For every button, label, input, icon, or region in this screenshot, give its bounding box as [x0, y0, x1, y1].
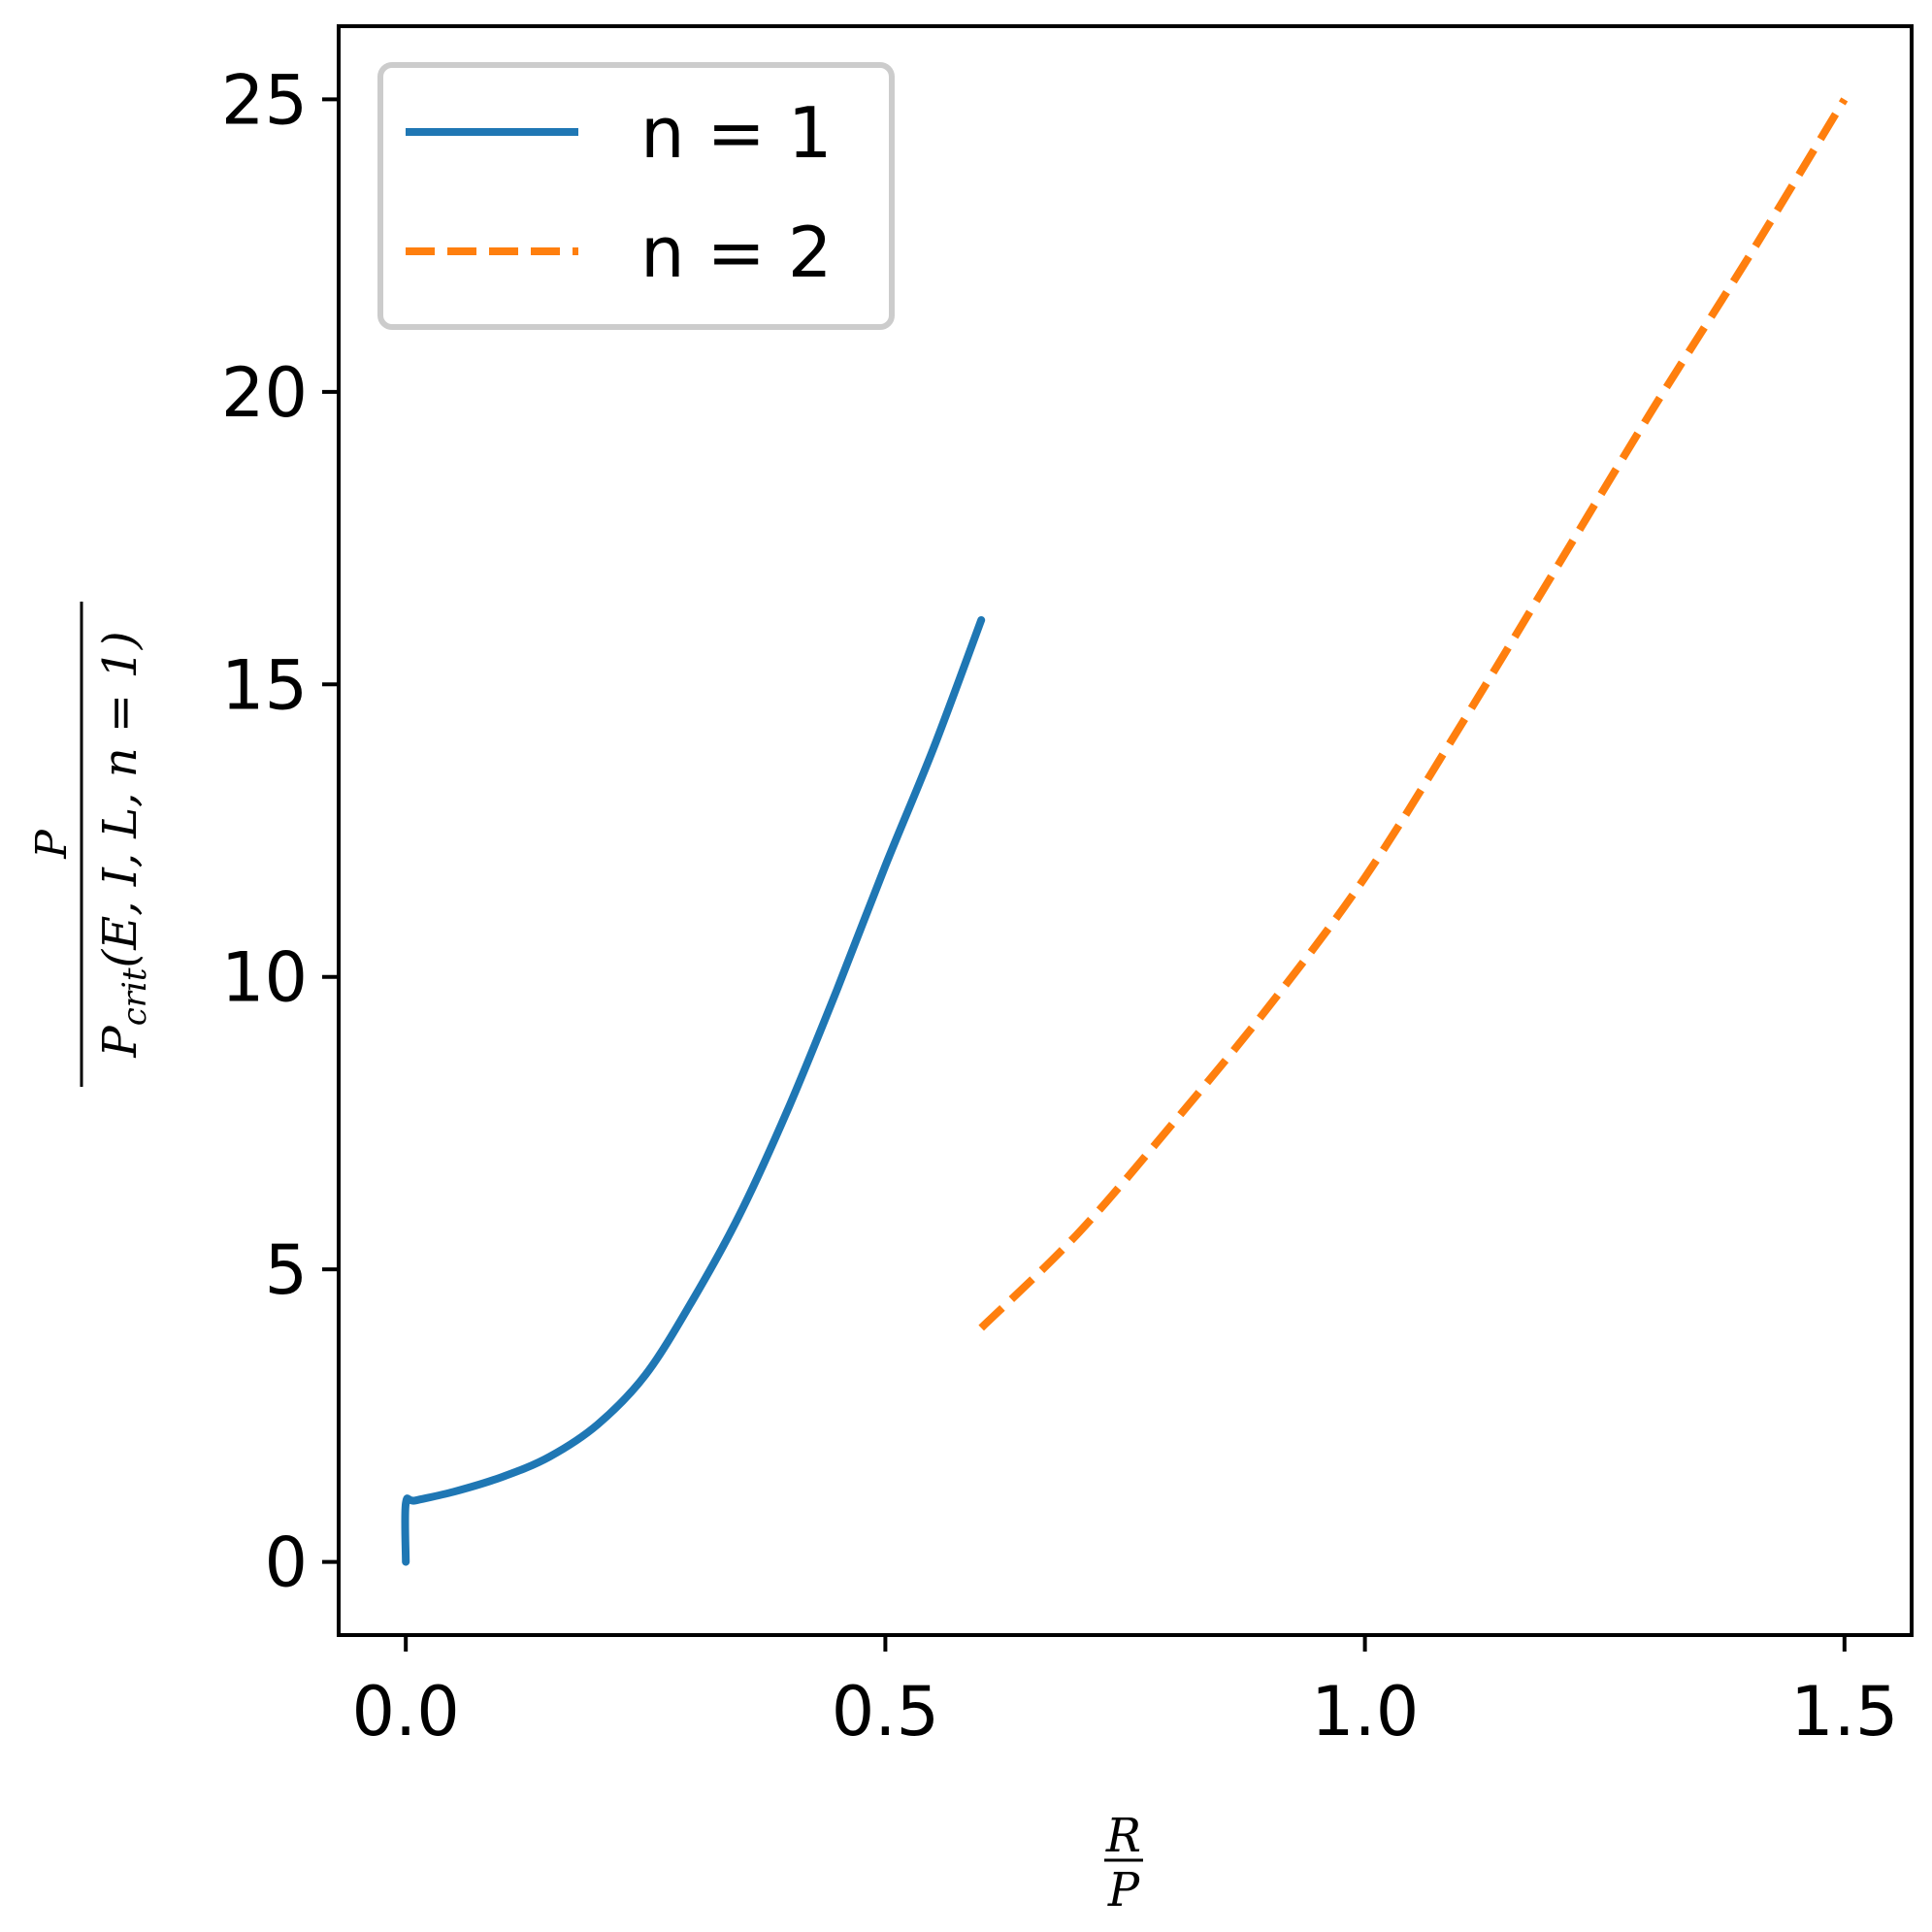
- y-tick-label-2: 10: [221, 938, 308, 1018]
- y-label-denominator-sub: crit: [115, 967, 154, 1026]
- y-tick-label-0: 0: [264, 1523, 308, 1603]
- axis-ticks: 0.0 0.5 1.0 1.5 0 5 10 15 20 25: [221, 60, 1899, 1752]
- y-label-numerator: P: [27, 829, 77, 860]
- x-tick-label-3: 1.5: [1790, 1672, 1898, 1752]
- y-tick-label-5: 25: [221, 60, 308, 140]
- y-tick-label-1: 5: [264, 1230, 308, 1310]
- y-axis-label: P Pcrit(E, I, L, n = 1): [27, 602, 154, 1087]
- x-label-numerator: R: [1105, 1809, 1141, 1863]
- y-label-denominator-args: (E, I, L, n = 1): [93, 631, 147, 967]
- x-tick-label-2: 1.0: [1311, 1672, 1419, 1752]
- y-tick-label-3: 15: [221, 645, 308, 725]
- x-tick-label-0: 0.0: [352, 1672, 460, 1752]
- legend-label-n1: n = 1: [640, 92, 833, 174]
- x-tick-label-1: 0.5: [832, 1672, 939, 1752]
- axes-frame: [337, 24, 1914, 1637]
- series-line-n2: [978, 97, 1849, 1331]
- legend: n = 1 n = 2: [377, 62, 895, 330]
- x-axis-label: R P: [1104, 1809, 1143, 1917]
- legend-label-n2: n = 2: [640, 212, 833, 293]
- y-label-denominator: Pcrit(E, I, L, n = 1): [93, 631, 154, 1058]
- y-label-denominator-main: P: [93, 1026, 147, 1059]
- y-tick-label-4: 20: [221, 353, 308, 433]
- series-line-n1: [401, 616, 986, 1566]
- x-label-denominator: P: [1107, 1863, 1140, 1917]
- plot-area: [401, 97, 1849, 1566]
